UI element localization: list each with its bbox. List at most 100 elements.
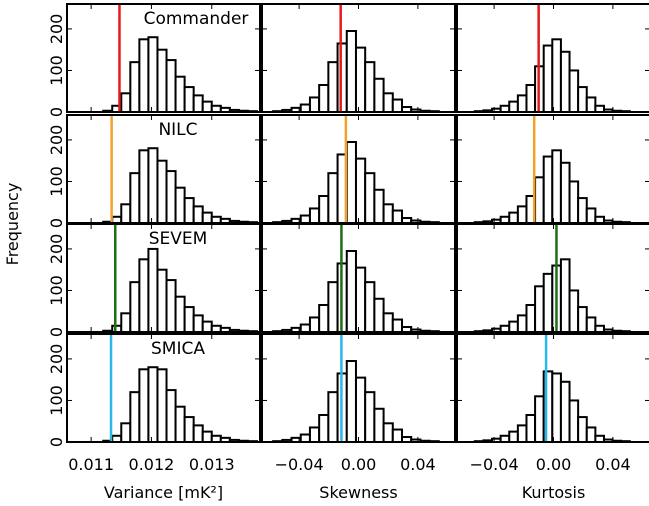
histogram-bar — [391, 428, 403, 444]
histogram-bar — [508, 430, 519, 443]
histogram-bar — [516, 94, 528, 113]
method-label: Commander — [144, 9, 249, 29]
histogram-bar — [327, 391, 339, 443]
histogram-bar — [577, 416, 588, 443]
histogram-bar — [508, 320, 519, 333]
y-tick-label: 100 — [47, 55, 66, 86]
y-tick-label: 0 — [47, 218, 66, 228]
histogram-bar — [201, 100, 213, 114]
histogram-bar — [525, 414, 537, 443]
histogram-bar — [525, 304, 537, 333]
histogram-bar — [318, 195, 330, 224]
histogram-bar — [364, 172, 376, 224]
histogram-bar — [525, 84, 537, 113]
histogram-bar — [174, 295, 186, 334]
histogram-bar — [183, 197, 195, 225]
histogram-bar — [192, 314, 204, 334]
histogram-bar — [551, 372, 562, 443]
histogram-bar — [165, 389, 177, 443]
panel-frame — [66, 333, 261, 443]
histogram-bar — [345, 360, 357, 443]
histogram-bar — [354, 376, 367, 443]
y-tick-label: 0 — [47, 107, 66, 117]
histogram-bar — [568, 289, 580, 333]
histogram-bar — [585, 207, 597, 225]
histogram-bar — [147, 247, 159, 333]
x-tick-label: 0.04 — [400, 455, 436, 474]
histogram-bar — [165, 59, 177, 113]
x-tick-label: −0.04 — [470, 455, 519, 474]
x-tick-label: 0.04 — [595, 455, 631, 474]
histogram-bar — [373, 188, 385, 225]
x-tick-label: 0.00 — [536, 455, 572, 474]
method-label: SEVEM — [149, 229, 208, 249]
histogram-bar — [559, 258, 571, 333]
histogram-bar — [391, 318, 403, 334]
histogram-bar — [174, 75, 186, 114]
histogram-bar — [534, 176, 545, 224]
histogram-bar — [542, 44, 554, 113]
method-label: NILC — [158, 120, 197, 140]
y-tick-label: 200 — [47, 14, 66, 45]
histogram-bar — [299, 323, 311, 333]
histogram-bar — [192, 94, 204, 113]
histogram-bar — [534, 285, 545, 333]
histogram-bar — [585, 316, 597, 333]
histogram-bar — [138, 38, 150, 114]
histogram-bar — [382, 422, 394, 443]
histogram-bar — [318, 414, 330, 443]
histogram-bar — [129, 172, 141, 224]
histogram-bar — [345, 30, 357, 113]
panel-frame — [456, 333, 649, 443]
histogram-bar — [382, 92, 394, 113]
histogram-bar — [120, 312, 132, 333]
histogram-bar — [327, 61, 339, 113]
histogram-bar — [327, 172, 339, 224]
y-tick-label: 0 — [47, 437, 66, 447]
histogram-bar — [568, 69, 580, 113]
histogram-bar — [318, 304, 330, 333]
histogram-bar — [156, 268, 168, 334]
histogram-bar — [516, 314, 528, 334]
panel-frame — [66, 3, 261, 113]
histogram-bar — [382, 203, 394, 224]
panel-frame — [456, 3, 649, 113]
histogram-bar — [551, 38, 562, 114]
histogram-bar — [192, 205, 204, 225]
histogram-bar — [354, 266, 367, 333]
histogram-bar — [192, 424, 204, 444]
histogram-bar — [577, 306, 588, 333]
histogram-bar — [165, 279, 177, 333]
histogram-bar — [138, 258, 150, 333]
histogram-bar — [516, 205, 528, 225]
y-tick-label: 0 — [47, 327, 66, 337]
histogram-bar — [516, 424, 528, 444]
histogram-bar — [129, 61, 141, 113]
y-tick-label: 100 — [47, 385, 66, 416]
histogram-bar — [559, 50, 571, 113]
histogram-bar — [129, 281, 141, 333]
x-tick-label: 0.012 — [129, 455, 175, 474]
histogram-bar — [183, 416, 195, 443]
histogram-bar — [373, 407, 385, 443]
histogram-bar — [120, 203, 132, 224]
histogram-bar — [364, 281, 376, 333]
histogram-bar — [345, 141, 357, 224]
histogram-bar — [364, 391, 376, 443]
histogram-bar — [577, 86, 588, 114]
histogram-bar — [308, 426, 321, 443]
panel-frame — [261, 3, 456, 113]
panel-frame — [456, 223, 649, 333]
panel-frame — [66, 223, 261, 333]
x-tick-label: 0.011 — [68, 455, 114, 474]
histogram-bar — [373, 297, 385, 333]
histogram-bar — [577, 197, 588, 225]
histogram-bar — [183, 306, 195, 333]
histogram-bar — [508, 100, 519, 114]
histogram-bar — [201, 211, 213, 224]
histogram-bar — [568, 180, 580, 225]
histogram-bar — [559, 161, 571, 225]
histogram-bar — [147, 36, 159, 113]
x-axis-label: Skewness — [319, 483, 397, 502]
